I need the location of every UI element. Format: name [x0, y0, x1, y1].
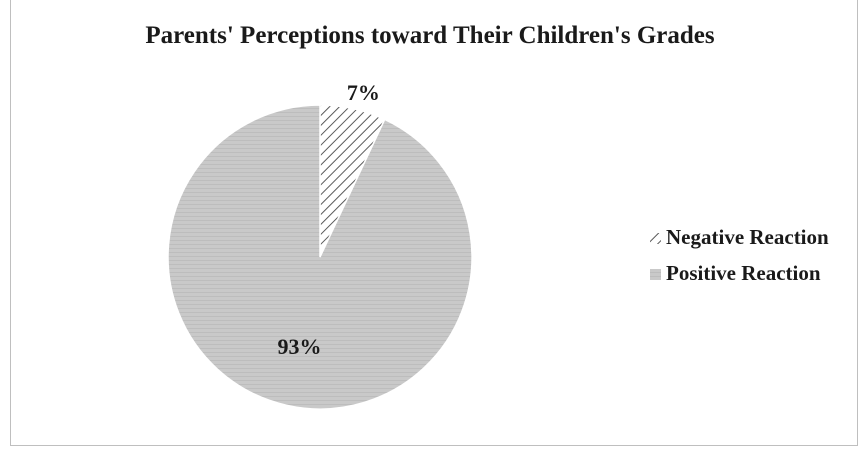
legend-label-negative-reaction: Negative Reaction [666, 225, 829, 249]
data-label-negative-reaction: 7% [347, 80, 380, 105]
legend-swatch-negative-reaction [650, 233, 661, 244]
chart-frame [10, 0, 858, 446]
pie-slice-positive-reaction [167, 104, 473, 410]
legend-swatch-positive-reaction [650, 269, 661, 280]
data-label-positive-reaction: 93% [277, 334, 321, 359]
legend-label-positive-reaction: Positive Reaction [666, 261, 821, 285]
chart-title: Parents' Perceptions toward Their Childr… [145, 22, 715, 49]
